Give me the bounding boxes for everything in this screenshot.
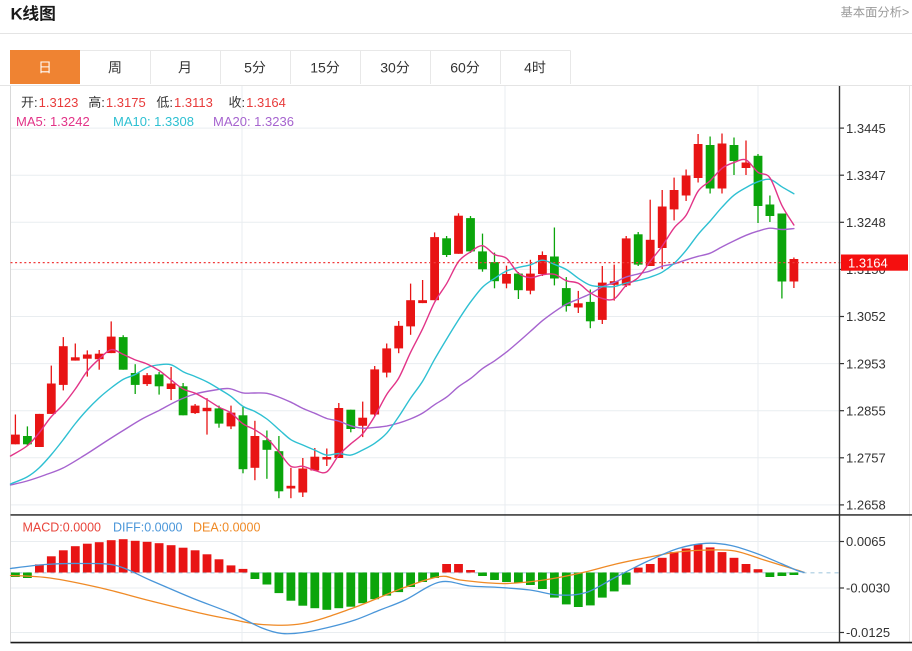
svg-text:1.3347: 1.3347 xyxy=(846,168,886,183)
svg-text:1.3445: 1.3445 xyxy=(846,121,886,136)
svg-text:MA5: 1.3242: MA5: 1.3242 xyxy=(16,114,90,129)
svg-text:5: 5 xyxy=(244,59,252,75)
svg-text:60: 60 xyxy=(450,59,466,75)
svg-text:1.2855: 1.2855 xyxy=(846,403,886,418)
svg-text:15: 15 xyxy=(310,59,326,75)
svg-text:MA20: 1.3236: MA20: 1.3236 xyxy=(213,114,294,129)
svg-text:>: > xyxy=(902,6,909,20)
svg-text:1.3052: 1.3052 xyxy=(846,309,886,324)
svg-text:4: 4 xyxy=(524,59,532,75)
svg-text::1.3113: :1.3113 xyxy=(169,95,212,110)
svg-text:-0.0030: -0.0030 xyxy=(846,581,890,596)
svg-text:K: K xyxy=(11,5,24,24)
svg-text:1.3248: 1.3248 xyxy=(846,215,886,230)
svg-text::1.3175: :1.3175 xyxy=(101,95,145,110)
svg-text:MACD:0.0000: MACD:0.0000 xyxy=(23,521,102,535)
svg-text:1.2757: 1.2757 xyxy=(846,451,886,466)
svg-text::1.3164: :1.3164 xyxy=(242,95,286,110)
svg-text:1.2658: 1.2658 xyxy=(846,498,886,513)
svg-text:DIFF:0.0000: DIFF:0.0000 xyxy=(113,521,183,535)
svg-text:0.0065: 0.0065 xyxy=(846,534,886,549)
svg-text::1.3123: :1.3123 xyxy=(34,95,78,110)
svg-text:1.2953: 1.2953 xyxy=(846,356,886,371)
svg-text:1.3164: 1.3164 xyxy=(848,255,888,270)
svg-text:MA10: 1.3308: MA10: 1.3308 xyxy=(113,114,194,129)
svg-text:DEA:0.0000: DEA:0.0000 xyxy=(193,521,260,535)
svg-text:-0.0125: -0.0125 xyxy=(846,625,890,640)
svg-text:30: 30 xyxy=(380,59,396,75)
